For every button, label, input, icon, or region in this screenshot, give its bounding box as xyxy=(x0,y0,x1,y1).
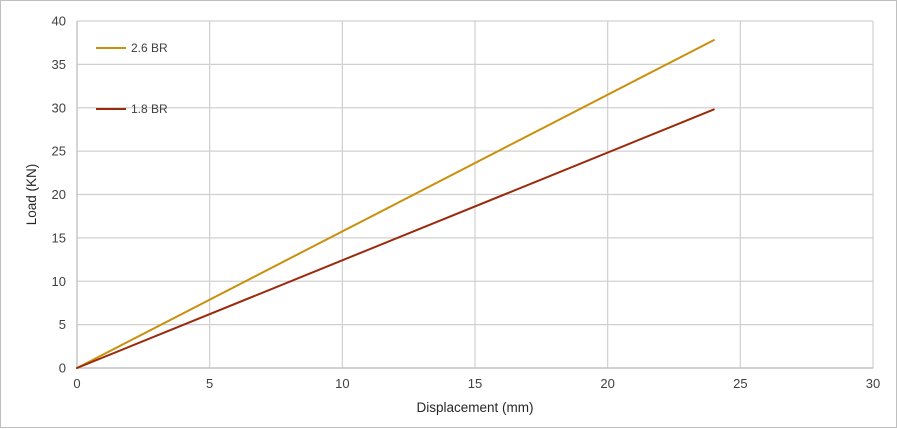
y-tick-labels: 0 5 10 15 20 25 30 35 40 xyxy=(52,14,66,376)
y-tick-label: 0 xyxy=(59,361,66,376)
legend-label: 1.8 BR xyxy=(131,102,168,116)
x-tick-label: 0 xyxy=(73,376,80,391)
x-axis-title: Displacement (mm) xyxy=(416,400,533,415)
legend: 2.6 BR 1.8 BR xyxy=(96,41,168,116)
x-tick-label: 30 xyxy=(866,376,880,391)
y-tick-label: 10 xyxy=(52,274,66,289)
x-tick-label: 15 xyxy=(468,376,482,391)
y-tick-label: 35 xyxy=(52,57,66,72)
x-tick-label: 10 xyxy=(335,376,349,391)
y-tick-label: 40 xyxy=(52,14,66,29)
x-tick-label: 5 xyxy=(206,376,213,391)
grid xyxy=(76,20,874,369)
y-axis-title: Load (KN) xyxy=(24,164,39,226)
y-tick-label: 25 xyxy=(52,144,66,159)
series-line xyxy=(76,108,715,369)
y-tick-label: 5 xyxy=(59,317,66,332)
y-tick-label: 20 xyxy=(52,187,66,202)
x-tick-label: 25 xyxy=(733,376,747,391)
series-lines xyxy=(76,39,715,369)
x-tick-label: 20 xyxy=(600,376,614,391)
plot-border xyxy=(76,21,873,369)
series-line xyxy=(76,39,715,369)
y-tick-label: 30 xyxy=(52,100,66,115)
y-tick-label: 15 xyxy=(52,230,66,245)
legend-label: 2.6 BR xyxy=(131,41,168,55)
x-tick-labels: 0 5 10 15 20 25 30 xyxy=(73,376,880,391)
